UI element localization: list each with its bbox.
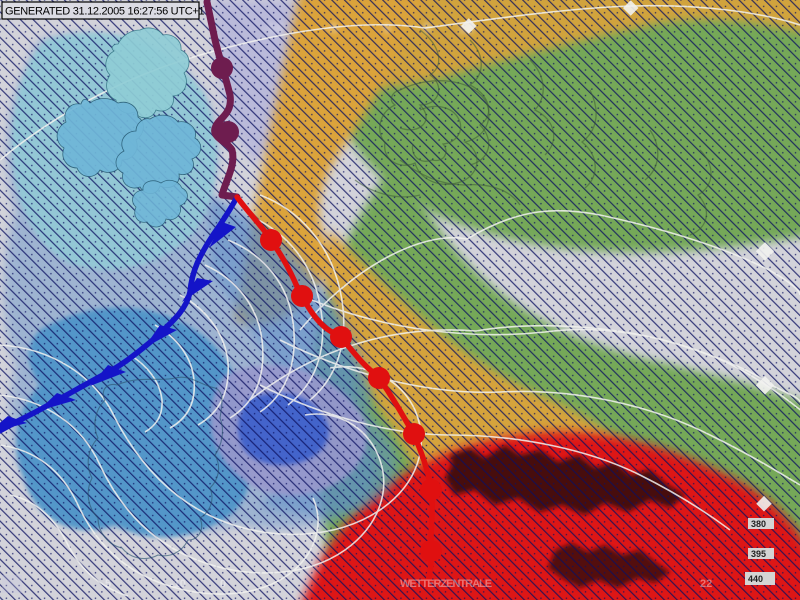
svg-text:395: 395 bbox=[751, 549, 766, 559]
svg-text:380: 380 bbox=[751, 519, 766, 529]
svg-text:22: 22 bbox=[700, 578, 712, 590]
svg-text:440: 440 bbox=[748, 574, 763, 584]
svg-text:GENERATED 31.12.2005 16:27:56: GENERATED 31.12.2005 16:27:56 UTC+1 bbox=[5, 6, 205, 18]
svg-text:-5: -5 bbox=[325, 20, 338, 37]
svg-text:5: 5 bbox=[423, 20, 431, 37]
svg-text:0: 0 bbox=[220, 578, 226, 590]
svg-text:WETTERZENTRALE: WETTERZENTRALE bbox=[400, 578, 492, 590]
svg-text:5: 5 bbox=[105, 578, 111, 590]
svg-text:-10: -10 bbox=[262, 20, 284, 37]
svg-text:0: 0 bbox=[383, 20, 391, 37]
svg-text:-10: -10 bbox=[170, 578, 186, 590]
svg-text:10: 10 bbox=[458, 20, 475, 37]
